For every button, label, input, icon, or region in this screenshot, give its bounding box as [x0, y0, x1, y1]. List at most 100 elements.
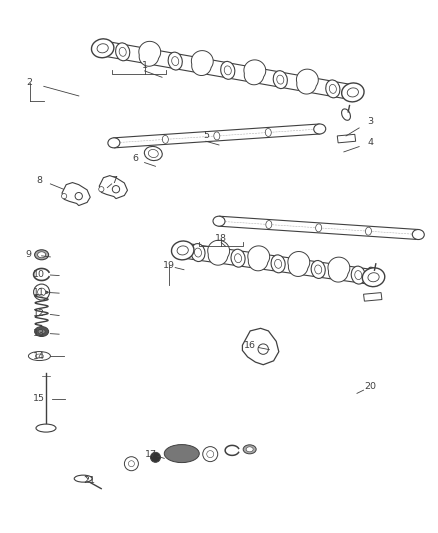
- Text: 4: 4: [367, 139, 373, 147]
- Ellipse shape: [164, 445, 199, 463]
- Ellipse shape: [329, 84, 336, 93]
- Ellipse shape: [234, 254, 242, 263]
- Ellipse shape: [266, 221, 272, 229]
- Ellipse shape: [246, 447, 253, 452]
- Text: 7: 7: [111, 176, 117, 184]
- Ellipse shape: [75, 192, 82, 200]
- Ellipse shape: [61, 193, 67, 199]
- Ellipse shape: [92, 39, 114, 58]
- Ellipse shape: [148, 149, 158, 158]
- Ellipse shape: [258, 344, 268, 354]
- Ellipse shape: [273, 71, 287, 88]
- Ellipse shape: [119, 47, 126, 56]
- Ellipse shape: [172, 241, 194, 260]
- Text: 20: 20: [364, 382, 376, 391]
- Polygon shape: [248, 246, 270, 271]
- Text: 14: 14: [33, 352, 46, 360]
- Ellipse shape: [368, 273, 379, 282]
- Text: 19: 19: [162, 261, 175, 270]
- Ellipse shape: [38, 329, 45, 334]
- Ellipse shape: [28, 352, 50, 360]
- Text: 6: 6: [133, 155, 139, 163]
- Polygon shape: [182, 243, 374, 285]
- Ellipse shape: [191, 244, 205, 262]
- Polygon shape: [288, 252, 310, 277]
- Text: 21: 21: [84, 477, 96, 485]
- Ellipse shape: [277, 75, 284, 84]
- Ellipse shape: [347, 88, 358, 97]
- Ellipse shape: [355, 271, 362, 280]
- Ellipse shape: [221, 61, 235, 79]
- Text: 15: 15: [33, 394, 46, 403]
- Text: 12: 12: [33, 309, 46, 318]
- Text: 3: 3: [367, 117, 373, 126]
- Ellipse shape: [112, 185, 120, 193]
- Ellipse shape: [34, 284, 49, 300]
- Ellipse shape: [275, 260, 282, 268]
- Ellipse shape: [224, 66, 231, 75]
- Ellipse shape: [271, 255, 285, 273]
- Ellipse shape: [124, 457, 138, 471]
- Ellipse shape: [177, 246, 188, 255]
- Ellipse shape: [314, 124, 326, 134]
- Polygon shape: [191, 51, 213, 76]
- Ellipse shape: [108, 138, 120, 148]
- Ellipse shape: [194, 248, 201, 257]
- Polygon shape: [99, 176, 127, 199]
- Ellipse shape: [97, 44, 108, 53]
- Ellipse shape: [151, 453, 160, 462]
- Ellipse shape: [311, 261, 325, 278]
- Ellipse shape: [162, 135, 168, 143]
- Ellipse shape: [36, 424, 56, 432]
- Ellipse shape: [116, 43, 130, 61]
- Ellipse shape: [38, 252, 46, 258]
- Ellipse shape: [207, 450, 214, 458]
- Polygon shape: [242, 328, 279, 365]
- Ellipse shape: [168, 52, 182, 70]
- Polygon shape: [139, 42, 161, 66]
- Ellipse shape: [265, 128, 271, 136]
- Ellipse shape: [99, 187, 104, 192]
- Ellipse shape: [35, 327, 49, 336]
- Ellipse shape: [365, 227, 371, 235]
- Text: 11: 11: [33, 288, 46, 296]
- Polygon shape: [62, 183, 90, 206]
- Polygon shape: [101, 41, 354, 100]
- Polygon shape: [244, 60, 266, 85]
- Polygon shape: [364, 293, 382, 301]
- Text: 17: 17: [145, 450, 157, 458]
- Ellipse shape: [214, 132, 220, 140]
- Ellipse shape: [326, 80, 340, 98]
- Text: 16: 16: [244, 341, 256, 350]
- Ellipse shape: [35, 250, 49, 260]
- Text: 8: 8: [36, 176, 42, 184]
- Ellipse shape: [145, 147, 162, 160]
- Ellipse shape: [231, 249, 245, 267]
- Text: 13: 13: [33, 329, 46, 337]
- Ellipse shape: [172, 56, 179, 66]
- Ellipse shape: [316, 224, 321, 232]
- Text: 18: 18: [215, 235, 227, 243]
- Ellipse shape: [243, 445, 256, 454]
- Polygon shape: [337, 134, 356, 143]
- Polygon shape: [297, 69, 318, 94]
- Ellipse shape: [362, 268, 385, 287]
- Ellipse shape: [342, 109, 350, 120]
- Text: 2: 2: [27, 78, 33, 87]
- Ellipse shape: [351, 266, 365, 284]
- Ellipse shape: [412, 230, 424, 239]
- Text: 10: 10: [33, 270, 46, 279]
- Polygon shape: [219, 216, 419, 239]
- Ellipse shape: [213, 216, 225, 226]
- Polygon shape: [328, 257, 350, 282]
- Ellipse shape: [314, 265, 322, 274]
- Text: 5: 5: [203, 132, 209, 140]
- Polygon shape: [113, 124, 320, 148]
- Ellipse shape: [342, 83, 364, 102]
- Polygon shape: [208, 240, 230, 265]
- Ellipse shape: [128, 461, 134, 467]
- Ellipse shape: [368, 267, 377, 279]
- Ellipse shape: [38, 288, 46, 296]
- Ellipse shape: [35, 354, 43, 358]
- Ellipse shape: [203, 447, 218, 462]
